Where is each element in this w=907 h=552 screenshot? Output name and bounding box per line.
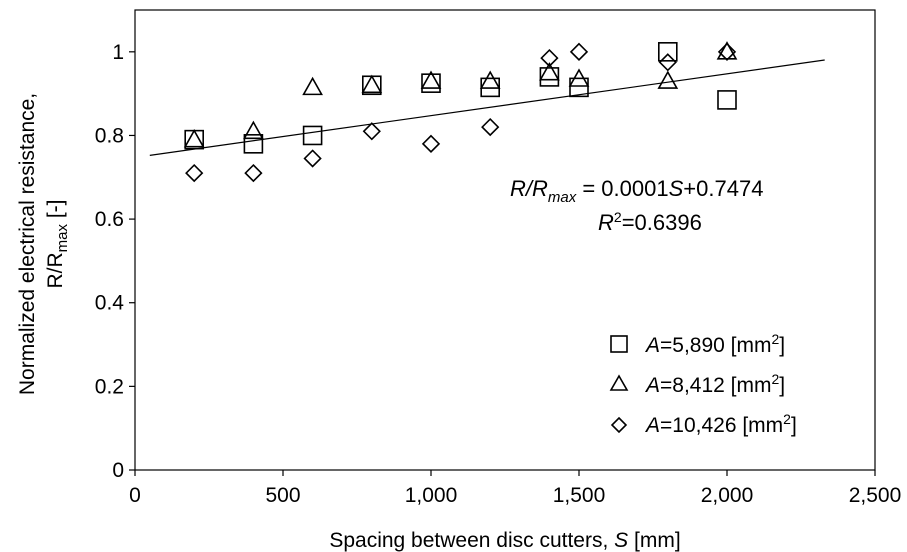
data-point-diamond: [717, 42, 737, 61]
data-point-triangle: [539, 62, 560, 81]
data-point-square: [243, 134, 264, 154]
data-point-triangle: [183, 129, 205, 148]
data-point-triangle: [302, 76, 323, 96]
data-point-diamond: [540, 48, 559, 68]
data-point-triangle: [243, 120, 264, 140]
plot-area-border: [134, 9, 876, 471]
legend-label-triangle: A=8,412 [mm2]: [644, 371, 785, 397]
data-point-diamond: [658, 53, 677, 72]
tick-labels: 0 500 1,000 1,500 2,000 2,500 0 0.2 0.4 0.6 0.8 1: [95, 41, 901, 507]
trend-line: [149, 59, 825, 156]
x-tick-label: 1,500: [553, 484, 606, 507]
x-axis-title: Spacing between disc cutters, S [mm]: [329, 529, 680, 552]
data-point-diamond: [481, 117, 500, 137]
x-tick-label: 1,000: [405, 484, 458, 507]
legend-item-square: A=5,890 [mm2]: [610, 331, 785, 357]
y-tick-label: 0.2: [95, 375, 124, 398]
r-squared-value: R2=0.6396: [598, 209, 702, 235]
data-point-triangle: [657, 70, 679, 89]
x-tick-label: 2,000: [701, 484, 754, 507]
x-tick-label: 0: [129, 484, 141, 507]
data-point-square: [657, 42, 678, 62]
data-point-triangle: [420, 70, 442, 89]
data-point-square: [302, 125, 323, 146]
data-point-triangle: [361, 74, 383, 94]
legend-item-triangle: A=8,412 [mm2]: [609, 371, 785, 397]
legend-label-square: A=5,890 [mm2]: [644, 331, 785, 357]
legend-item-diamond: A=10,426 [mm2]: [610, 411, 797, 437]
data-point-diamond: [185, 163, 204, 183]
data-point-diamond: [362, 122, 381, 141]
x-tick-label: 2,500: [849, 484, 902, 507]
legend-diamond-marker: [610, 416, 628, 434]
data-point-diamond: [569, 42, 589, 61]
data-point-diamond: [421, 134, 441, 153]
y-tick-label: 0.4: [95, 292, 125, 315]
legend-label-diamond: A=10,426 [mm2]: [644, 411, 797, 437]
data-point-square: [717, 90, 737, 110]
y-axis-title-line2: R/Rmax [-]: [44, 199, 71, 288]
y-tick-label: 1: [112, 41, 124, 64]
data-points: [183, 41, 738, 183]
data-point-square: [421, 73, 441, 93]
data-point-diamond: [303, 149, 322, 168]
legend-triangle-marker: [609, 374, 629, 391]
regression-equation: R/Rmax = 0.0001S+0.7474: [510, 176, 763, 206]
legend: A=5,890 [mm2] A=8,412 [mm2] A=10,426 [mm…: [609, 331, 797, 437]
y-tick-label: 0.8: [95, 124, 124, 147]
data-point-square: [539, 67, 560, 87]
data-point-diamond: [244, 163, 263, 183]
axes: [129, 9, 876, 476]
data-point-triangle: [479, 70, 501, 89]
x-tick-label: 500: [265, 484, 300, 507]
data-point-square: [569, 77, 589, 98]
y-tick-label: 0.6: [95, 208, 124, 231]
data-point-triangle: [568, 68, 590, 87]
legend-square-marker: [610, 335, 628, 353]
y-axis-title-line1: Normalized electrical resistance,: [16, 93, 39, 395]
y-tick-label: 0: [112, 459, 124, 482]
